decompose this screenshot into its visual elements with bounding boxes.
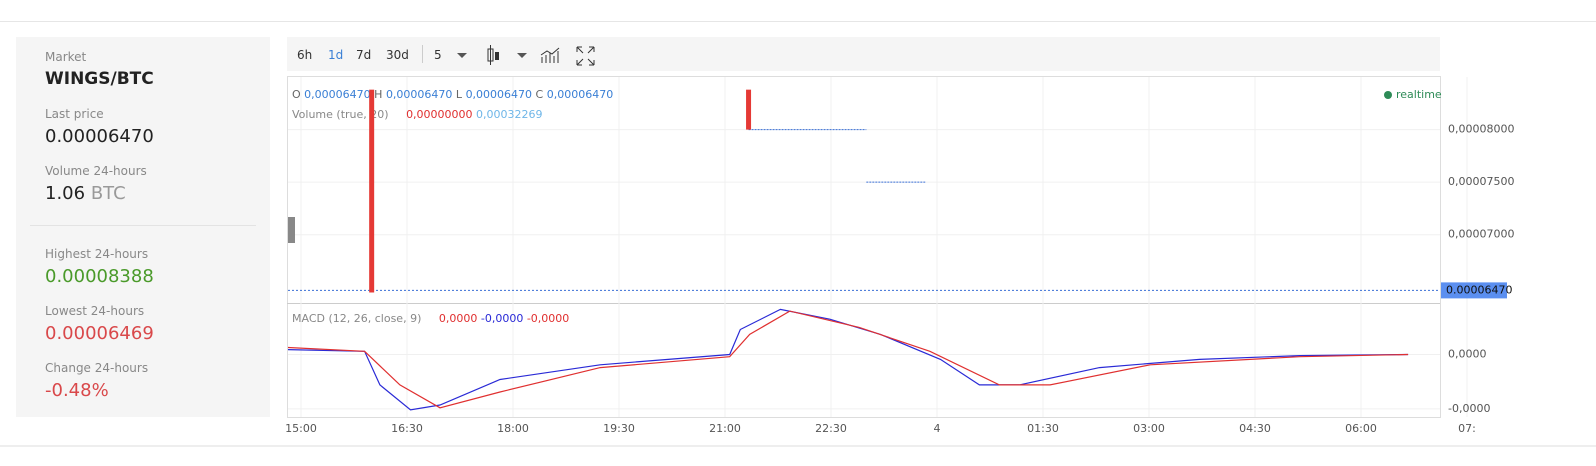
candle: [746, 89, 752, 130]
legend-value: -0,0000: [481, 312, 523, 325]
current-price-label: 0.00006470: [1446, 283, 1512, 296]
volume-unit: BTC: [90, 183, 126, 204]
legend-value: 0,00032269: [476, 108, 542, 121]
market-panel: Market WINGS/BTC Last price 0.00006470 V…: [16, 37, 270, 417]
label: Market: [45, 50, 87, 64]
legend-label: O: [292, 88, 301, 101]
label: Volume 24-hours: [45, 164, 147, 178]
x-tick-label: 04:30: [1239, 422, 1271, 435]
x-tick-label: 06:00: [1345, 422, 1377, 435]
bottom-bar: [0, 445, 1596, 447]
legend: O 0,00006470 H 0,00006470 L 0,00006470 C…: [292, 88, 613, 101]
label: Lowest 24-hours: [45, 304, 145, 318]
x-tick-label: 22:30: [815, 422, 847, 435]
last-price: 0.00006470: [45, 126, 154, 147]
macd-line: [287, 308, 1409, 411]
legend-value: 0,00000000: [406, 108, 472, 121]
x-tick-label: 21:00: [709, 422, 741, 435]
low: 0.00006469: [45, 323, 154, 344]
realtime-dot: [1384, 91, 1392, 99]
legend-label: MACD (12, 26, close, 9): [292, 312, 421, 325]
chart: O 0,00006470 H 0,00006470 L 0,00006470 C…: [285, 76, 1514, 435]
x-tick-label: 18:00: [497, 422, 529, 435]
legend-value: 0,00006470: [547, 88, 613, 101]
top-bar: [0, 0, 1596, 22]
volume-legend: Volume (true, 20) 0,00000000 0,00032269: [292, 108, 543, 121]
volume: 1.06 BTC: [45, 183, 126, 204]
legend-value: 0,00006470: [386, 88, 452, 101]
separator: [422, 45, 423, 63]
legend-value: -0,0000: [527, 312, 569, 325]
label: Last price: [45, 107, 104, 121]
x-tick-label: 16:30: [391, 422, 423, 435]
resolution[interactable]: 5: [434, 48, 442, 62]
label: Change 24-hours: [45, 361, 149, 375]
divider: [30, 225, 256, 226]
side-handle[interactable]: [288, 217, 295, 243]
y-tick-label: -0,0000: [1448, 402, 1490, 415]
chart-icons[interactable]: [485, 45, 605, 67]
macd-line: [287, 310, 1409, 409]
y-tick-label: 0,0000: [1448, 348, 1487, 361]
interval[interactable]: 30d: [386, 48, 409, 62]
macd-legend: MACD (12, 26, close, 9) 0,0000 -0,0000 -…: [292, 312, 569, 325]
legend-value: 0,0000: [439, 312, 478, 325]
realtime: realtime: [1396, 88, 1442, 101]
x-tick-label: 07:: [1458, 422, 1476, 435]
market: WINGS/BTC: [45, 69, 154, 89]
x-tick-label: 19:30: [603, 422, 635, 435]
x-tick-label: 15:00: [285, 422, 317, 435]
label: Highest 24-hours: [45, 247, 149, 261]
legend-value: 0,00006470: [304, 88, 370, 101]
legend-value: 0,00006470: [466, 88, 532, 101]
legend-label: C: [536, 88, 544, 101]
interval[interactable]: 7d: [356, 48, 372, 62]
chart-frame: [287, 76, 1441, 418]
legend-label: Volume (true, 20): [292, 108, 389, 121]
toolbar: 6h 1d 7d 30d 5: [287, 37, 1440, 71]
candle: [369, 89, 375, 293]
y-tick-label: 0,00008000: [1448, 123, 1514, 136]
high: 0.00008388: [45, 266, 154, 287]
y-tick-label: 0,00007500: [1448, 175, 1514, 188]
current-price-badge: [1441, 282, 1507, 299]
x-tick-label: 03:00: [1133, 422, 1165, 435]
y-tick-label: 0,00007000: [1448, 228, 1514, 241]
interval[interactable]: 6h: [297, 48, 313, 62]
legend-label: H: [374, 88, 382, 101]
interval[interactable]: 1d: [328, 48, 344, 62]
x-tick-label: 4: [934, 422, 941, 435]
change: -0.48%: [45, 380, 109, 401]
x-tick-label: 01:30: [1027, 422, 1059, 435]
legend-label: L: [456, 88, 463, 101]
toolbar-icons: [457, 53, 527, 58]
volume-value: 1.06: [45, 183, 86, 204]
